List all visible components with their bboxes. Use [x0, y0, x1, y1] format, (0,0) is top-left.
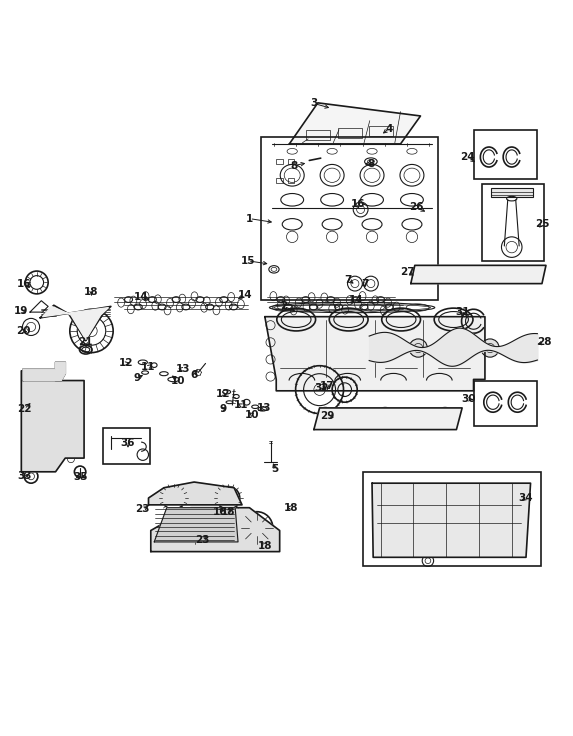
Polygon shape: [289, 103, 421, 144]
Text: 6: 6: [190, 370, 197, 380]
Bar: [338, 128, 362, 138]
Text: 17: 17: [320, 381, 335, 392]
Text: 30: 30: [462, 394, 476, 404]
Bar: [369, 127, 393, 136]
Circle shape: [445, 339, 463, 357]
Text: 15: 15: [241, 256, 255, 266]
Circle shape: [481, 339, 499, 357]
Text: 23: 23: [136, 504, 150, 514]
Text: 18: 18: [258, 541, 273, 551]
Text: 9: 9: [134, 373, 140, 383]
Bar: [288, 159, 295, 164]
Polygon shape: [42, 306, 109, 339]
Text: 1: 1: [246, 213, 253, 224]
Text: 14: 14: [238, 290, 253, 300]
Text: 24: 24: [461, 152, 475, 162]
Circle shape: [409, 339, 427, 357]
Text: 14: 14: [349, 294, 363, 305]
Text: 2: 2: [280, 302, 287, 311]
Text: 22: 22: [17, 404, 32, 414]
Bar: [103, 428, 150, 464]
Polygon shape: [151, 508, 280, 551]
Text: 31: 31: [455, 307, 469, 317]
Text: 29: 29: [320, 411, 335, 422]
Circle shape: [517, 339, 535, 357]
Bar: [473, 381, 537, 426]
Text: 9: 9: [219, 404, 226, 414]
Text: 19: 19: [14, 306, 29, 316]
Text: 14: 14: [134, 291, 148, 302]
Text: 28: 28: [537, 337, 551, 347]
Polygon shape: [411, 266, 546, 283]
Polygon shape: [314, 408, 462, 430]
Circle shape: [373, 339, 391, 357]
Text: 7: 7: [344, 275, 352, 285]
Text: 10: 10: [245, 410, 260, 420]
Text: 34: 34: [519, 493, 533, 503]
Text: 32: 32: [315, 383, 329, 393]
Bar: [490, 188, 533, 197]
Text: 25: 25: [535, 219, 549, 230]
Text: 23: 23: [195, 535, 209, 545]
Bar: [307, 130, 331, 140]
Bar: [261, 137, 438, 300]
Text: 11: 11: [142, 362, 156, 372]
Text: 20: 20: [16, 326, 30, 336]
Polygon shape: [154, 508, 238, 542]
Text: 10: 10: [171, 375, 186, 386]
Text: 18: 18: [84, 286, 99, 297]
Text: 7: 7: [362, 279, 369, 289]
Text: 26: 26: [409, 202, 424, 212]
Text: 12: 12: [119, 358, 133, 369]
Polygon shape: [372, 484, 531, 557]
Text: 12: 12: [215, 389, 230, 399]
Polygon shape: [40, 305, 111, 341]
Text: 13: 13: [257, 403, 271, 413]
Bar: [363, 473, 541, 567]
Text: 18: 18: [284, 503, 299, 513]
Polygon shape: [21, 371, 84, 472]
Text: 33: 33: [17, 471, 32, 481]
Text: 8: 8: [367, 159, 375, 169]
Text: 8: 8: [291, 160, 297, 171]
Bar: [276, 159, 283, 164]
Text: 11: 11: [234, 400, 248, 410]
Text: 4: 4: [386, 124, 393, 133]
Bar: [473, 130, 537, 179]
Text: 16: 16: [351, 199, 365, 209]
Bar: [288, 178, 295, 183]
Text: 27: 27: [400, 267, 415, 277]
Text: 16: 16: [17, 279, 32, 289]
Text: 5: 5: [272, 464, 278, 475]
Bar: [276, 178, 283, 183]
Text: 18: 18: [221, 506, 236, 517]
Polygon shape: [265, 316, 485, 391]
Text: 36: 36: [121, 438, 135, 448]
Text: 35: 35: [73, 473, 87, 483]
Polygon shape: [148, 482, 242, 505]
Text: 3: 3: [310, 99, 317, 108]
Text: 21: 21: [79, 337, 93, 347]
Polygon shape: [23, 362, 65, 381]
Text: 16: 16: [213, 506, 227, 517]
Text: 13: 13: [175, 364, 190, 374]
Bar: [481, 184, 544, 261]
